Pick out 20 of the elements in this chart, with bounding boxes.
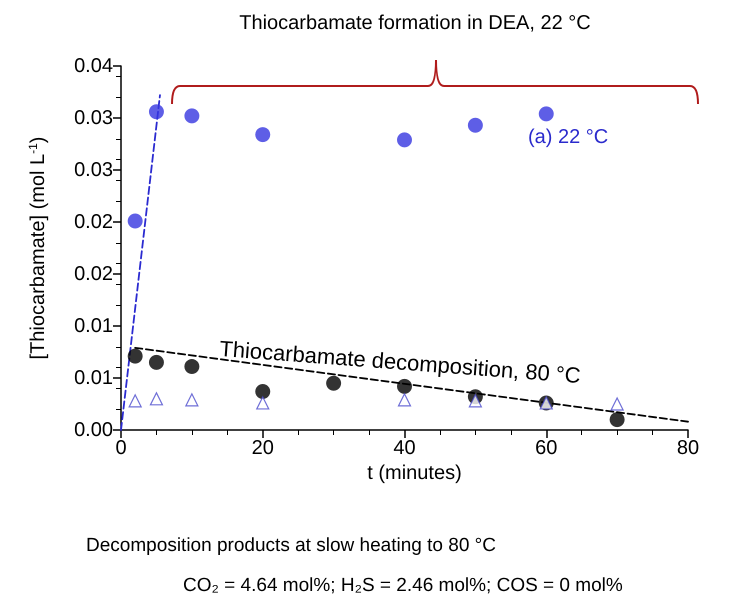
x-tick-label: 40 (393, 437, 416, 459)
y-tick-label: 0.01 (74, 367, 113, 389)
annotation: Thiocarbamate decomposition, 80 °C (218, 336, 582, 388)
x-axis-title: t (minutes) (367, 462, 462, 484)
x-tick-label: 0 (115, 437, 127, 459)
x-tick-label: 60 (535, 437, 558, 459)
annotation: (a) 22 °C (528, 126, 608, 148)
chart-title: Thiocarbamate formation in DEA, 22 °C (239, 12, 591, 34)
y-tick-label: 0.02 (74, 211, 113, 233)
y-tick-label: 0.02 (74, 263, 113, 285)
y-axis-title: [Thiocarbamate] (mol L-1) (26, 136, 49, 360)
y-tick-label: 0.03 (74, 159, 113, 181)
x-tick-label: 20 (252, 437, 274, 459)
y-tick-label: 0.00 (74, 419, 113, 441)
text: Decomposition products at slow heating to 80 °C (86, 535, 496, 556)
x-tick-label: 80 (676, 437, 700, 459)
text: CO₂ = 4.64 mol%; H₂S = 2.46 mol%; COS = 0 mol% (183, 575, 623, 596)
y-tick-label: 0.01 (74, 315, 113, 337)
y-tick-label: 0.04 (74, 55, 113, 77)
y-tick-label: 0.03 (74, 107, 113, 129)
